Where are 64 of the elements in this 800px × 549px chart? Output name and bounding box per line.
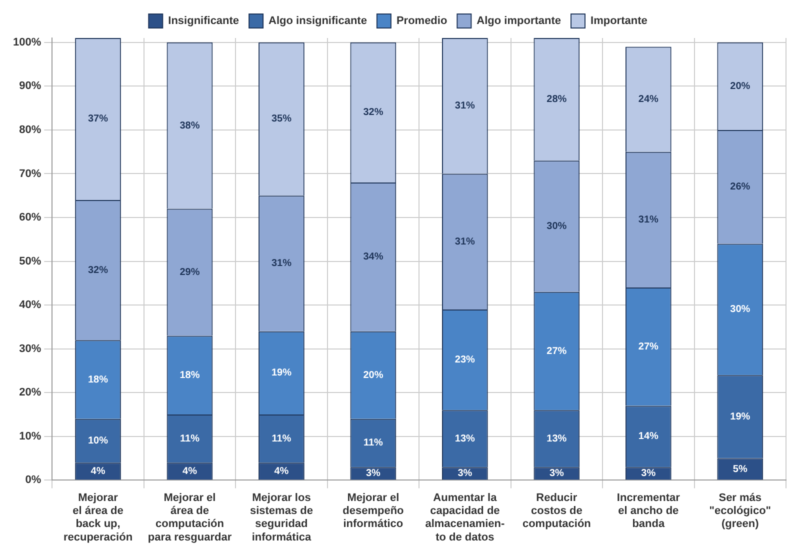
y-tick-label: 70% xyxy=(19,168,42,180)
data-label: 4% xyxy=(90,466,106,477)
x-tick-label: Mejorar el área de back up, recuperación xyxy=(63,492,133,544)
data-label: 18% xyxy=(88,374,108,386)
data-label: 14% xyxy=(638,431,659,442)
x-tick-label: Mejorar el desempeño informático xyxy=(342,492,404,530)
data-label: 11% xyxy=(272,433,292,444)
data-label: 28% xyxy=(546,94,567,106)
data-label: 32% xyxy=(88,264,108,276)
data-label: 10% xyxy=(88,436,108,447)
legend-label: Insignificante xyxy=(168,15,240,28)
legend-label: Promedio xyxy=(396,15,448,28)
x-tick-label: Ser más "ecológico" (green) xyxy=(709,492,772,530)
data-label: 3% xyxy=(458,468,472,480)
data-label: 27% xyxy=(546,346,567,357)
data-label: 31% xyxy=(454,100,476,112)
data-label: 24% xyxy=(638,94,659,106)
data-label: 35% xyxy=(271,114,292,125)
y-tick-label: 80% xyxy=(19,124,42,136)
x-tick-label: Incrementar el ancho de banda xyxy=(616,492,681,530)
x-tick-label: Mejorar el área de computación para resguardar xyxy=(148,492,232,544)
x-tick-label: Reducir costos de computación xyxy=(522,492,592,530)
data-label: 31% xyxy=(271,258,292,270)
data-label: 5% xyxy=(732,464,748,475)
x-tick-label: Aumentar la capacidad de almacenamien- to de datos xyxy=(425,492,506,544)
data-label: 4% xyxy=(274,466,289,477)
data-label: 11% xyxy=(363,438,384,449)
y-tick-label: 100% xyxy=(12,36,42,48)
data-label: 19% xyxy=(271,368,292,379)
data-label: 3% xyxy=(366,468,381,480)
data-label: 27% xyxy=(638,341,659,352)
data-label: 13% xyxy=(454,433,476,444)
data-label: 29% xyxy=(180,266,200,278)
y-tick-label: 30% xyxy=(19,342,42,355)
legend-label: Algo insignificante xyxy=(268,15,367,28)
data-label: 11% xyxy=(180,433,200,444)
legend-label: Algo importante xyxy=(476,15,562,28)
y-tick-label: 0% xyxy=(25,474,42,486)
data-label: 30% xyxy=(546,221,567,232)
data-label: 3% xyxy=(549,468,564,480)
y-tick-label: 50% xyxy=(19,255,42,268)
data-label: 31% xyxy=(638,214,659,226)
y-tick-label: 20% xyxy=(19,386,42,399)
legend-label: Importante xyxy=(590,15,648,28)
y-tick-label: 10% xyxy=(19,430,42,442)
data-label: 18% xyxy=(180,370,200,381)
data-label: 30% xyxy=(730,304,750,316)
data-label: 20% xyxy=(730,80,750,92)
x-tick-label: Mejorar los sistemas de seguridad informática xyxy=(250,492,313,544)
y-tick-label: 60% xyxy=(19,212,42,224)
data-label: 20% xyxy=(363,370,384,381)
data-label: 38% xyxy=(180,120,200,132)
data-label: 19% xyxy=(730,411,750,422)
data-label: 37% xyxy=(88,114,108,125)
data-label: 4% xyxy=(182,466,198,477)
y-tick-label: 90% xyxy=(19,80,42,92)
data-label: 34% xyxy=(363,252,384,263)
data-label: 32% xyxy=(363,107,384,118)
data-label: 23% xyxy=(454,354,476,366)
y-tick-label: 40% xyxy=(19,299,42,312)
data-label: 13% xyxy=(546,433,567,444)
data-label: 3% xyxy=(641,468,656,480)
data-label: 31% xyxy=(454,236,476,248)
data-label: 26% xyxy=(730,182,750,193)
